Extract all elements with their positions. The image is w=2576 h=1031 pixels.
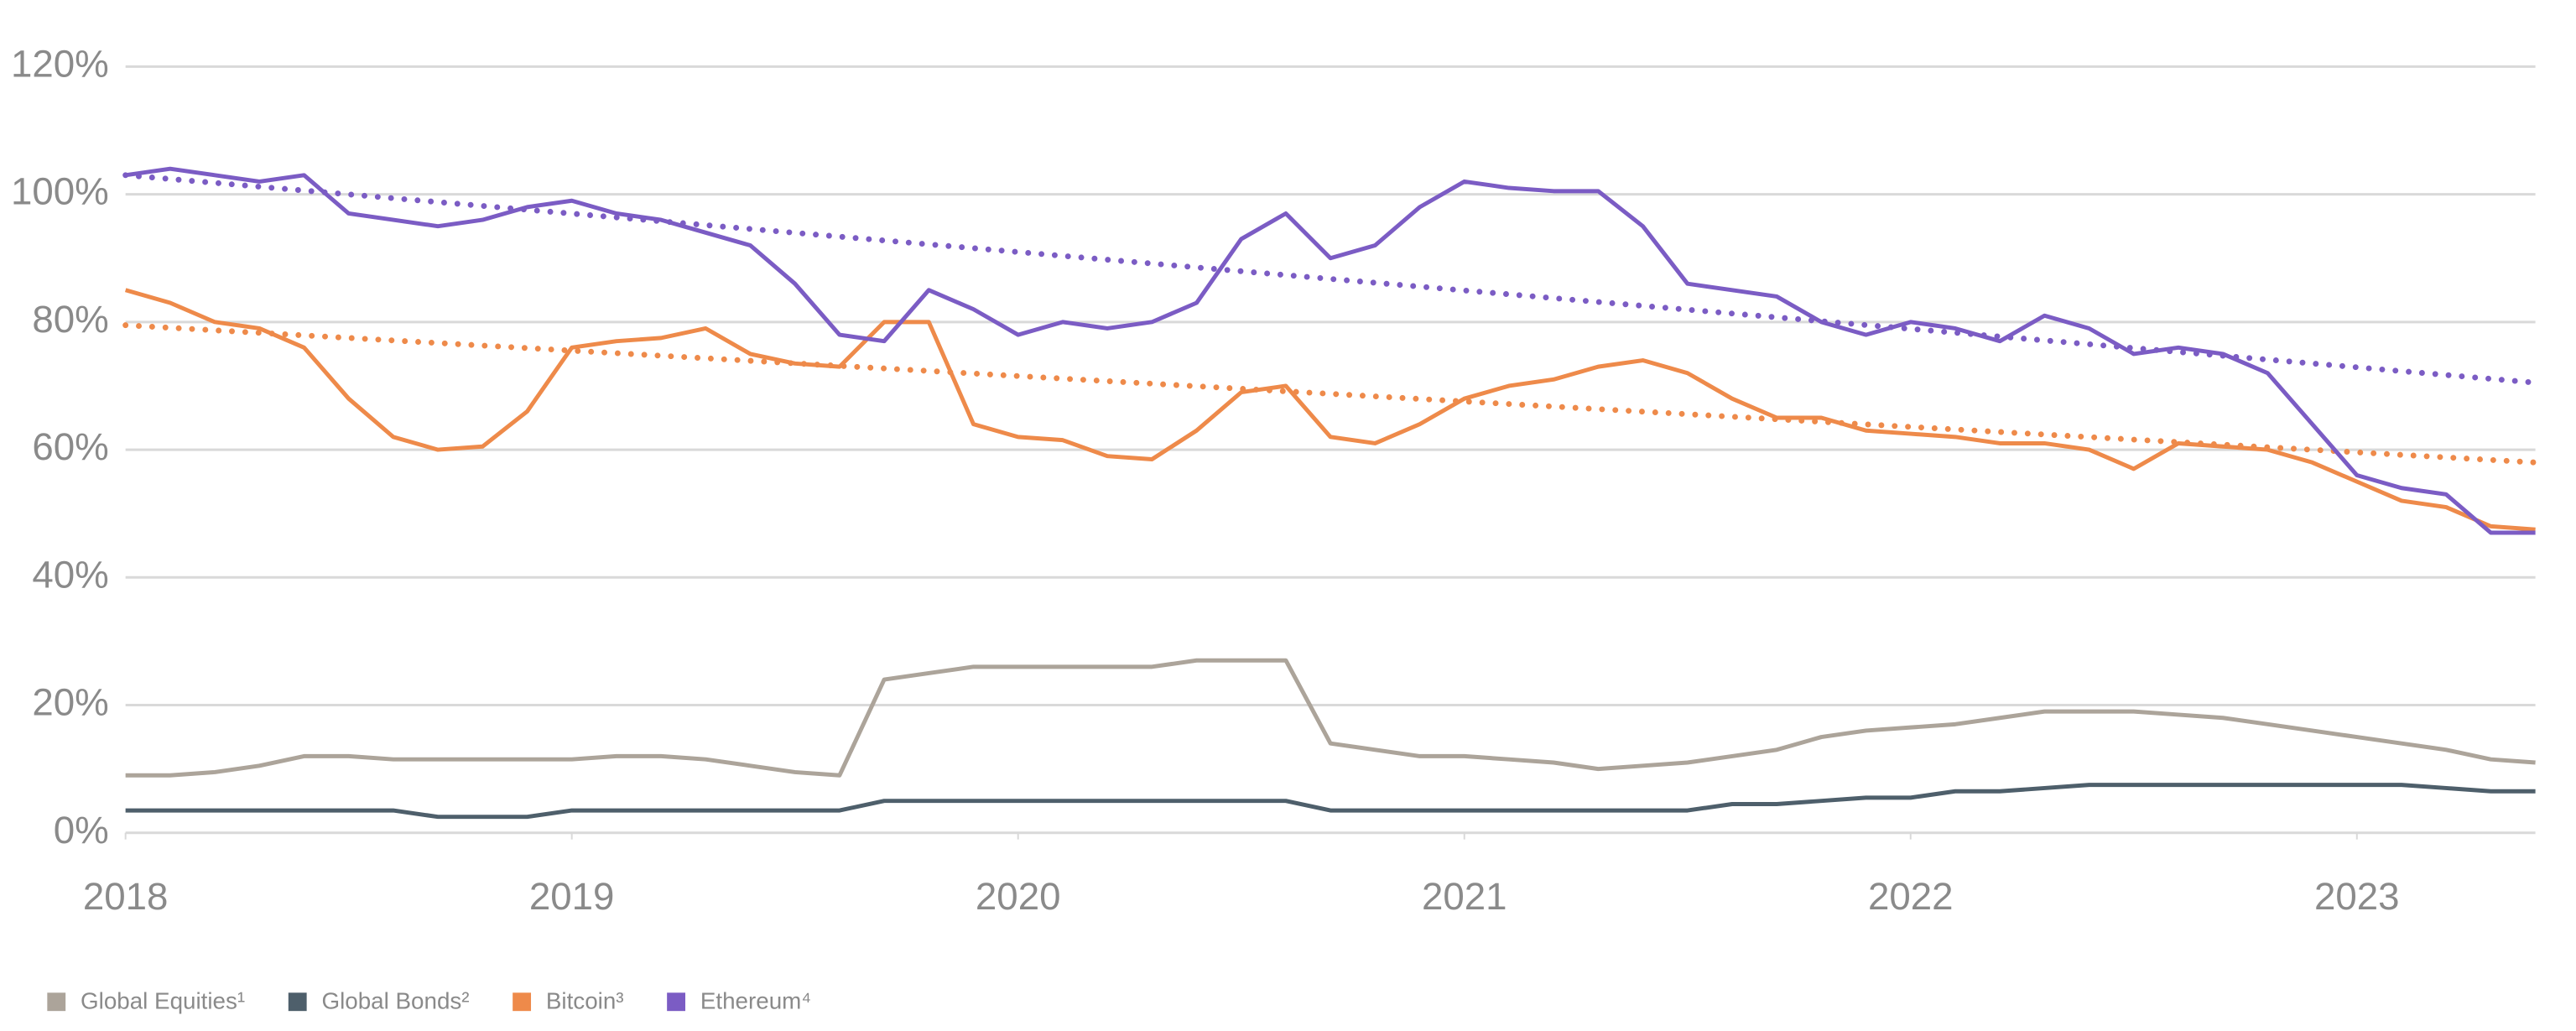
series-line [125,166,2536,535]
x-tick-label: 2019 [529,875,615,918]
series-line [124,288,2536,532]
x-tick-label: 2021 [1422,875,1507,918]
legend-swatch [667,992,685,1012]
x-tick-label: 2022 [1868,875,1954,918]
legend-label: Global Bonds² [321,988,469,1014]
y-tick-label: 40% [32,553,108,596]
y-tick-label: 80% [32,298,108,341]
y-tick-label: 60% [32,425,108,468]
y-tick-label: 20% [32,681,108,724]
legend-label: Bitcoin³ [546,988,624,1014]
y-tick-label: 0% [54,809,109,851]
y-tick-label: 100% [11,170,109,213]
x-tick-label: 2018 [83,875,169,918]
series-line [125,658,2536,778]
legend-swatch [47,992,66,1012]
trend-line [122,322,2539,466]
series-line [125,783,2536,820]
x-tick-label: 2023 [2314,875,2400,918]
legend-label: Global Equities¹ [81,988,245,1014]
trend-line [122,172,2539,386]
legend-swatch [513,992,532,1012]
legend-swatch [288,992,307,1012]
legend-label: Ethereum⁴ [700,988,811,1014]
x-tick-label: 2020 [976,875,1061,918]
y-tick-label: 120% [11,42,109,85]
